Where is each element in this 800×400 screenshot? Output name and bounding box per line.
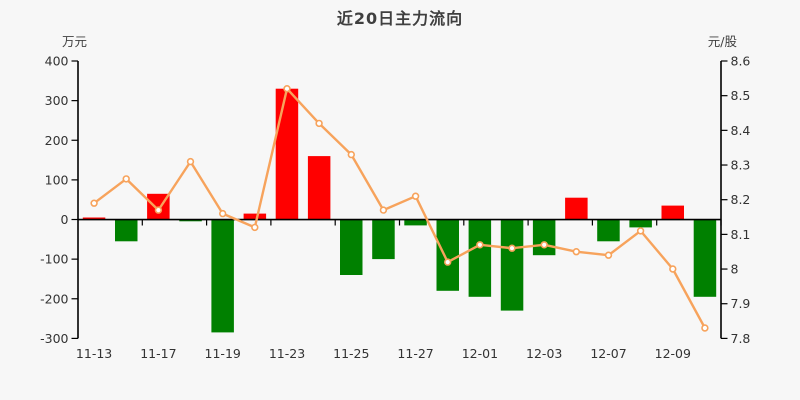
right-axis-tick-label: 8.1 xyxy=(731,227,751,242)
flow-bar[interactable] xyxy=(500,219,524,311)
right-axis-tick-label: 8.5 xyxy=(731,88,751,103)
price-point[interactable] xyxy=(540,241,548,249)
flow-bar[interactable] xyxy=(211,219,234,333)
price-point[interactable] xyxy=(219,209,227,218)
x-axis-date-label: 11-17 xyxy=(140,346,176,361)
flow-bar[interactable] xyxy=(565,197,588,220)
price-point[interactable] xyxy=(669,265,677,273)
flow-bar[interactable] xyxy=(597,219,620,242)
left-axis-tick-label: 0 xyxy=(61,212,69,227)
price-point[interactable] xyxy=(186,157,195,166)
right-axis-tick-label: 7.8 xyxy=(731,331,751,346)
price-point[interactable] xyxy=(701,324,709,332)
flow-bar[interactable] xyxy=(532,219,556,256)
price-point[interactable] xyxy=(572,248,580,256)
right-axis-tick-label: 8.2 xyxy=(731,192,751,207)
flow-bar[interactable] xyxy=(629,219,652,228)
price-line xyxy=(92,87,707,330)
price-point[interactable] xyxy=(347,150,355,159)
x-axis-date-label: 11-23 xyxy=(269,346,305,361)
x-axis-date-label: 11-19 xyxy=(205,346,241,361)
flow-bar[interactable] xyxy=(275,88,299,220)
right-axis-tick-label: 8.4 xyxy=(731,123,751,138)
price-point[interactable] xyxy=(604,251,613,259)
price-point[interactable] xyxy=(154,206,163,214)
price-point[interactable] xyxy=(90,199,98,207)
flow-bar[interactable] xyxy=(404,219,427,226)
flow-bar[interactable] xyxy=(243,213,267,220)
right-axis-tick-label: 8 xyxy=(731,262,739,277)
x-axis-date-label: 12-09 xyxy=(655,346,691,361)
price-point[interactable] xyxy=(636,227,645,235)
price-point[interactable] xyxy=(508,244,516,252)
flow-bar[interactable] xyxy=(179,219,202,222)
left-axis-unit-label: 万元 xyxy=(62,34,88,49)
flow-bar[interactable] xyxy=(693,219,717,297)
left-axis-tick-label: 300 xyxy=(45,93,69,108)
x-axis-date-label: 11-13 xyxy=(76,346,112,361)
flow-bar[interactable] xyxy=(436,219,460,291)
flow-bar[interactable] xyxy=(468,219,492,297)
right-axis-tick-label: 8.3 xyxy=(731,158,751,173)
x-axis-date-label: 11-25 xyxy=(333,346,369,361)
left-axis-tick-label: -200 xyxy=(40,291,68,306)
price-point[interactable] xyxy=(411,192,420,200)
flow-bar[interactable] xyxy=(372,219,395,260)
price-point[interactable] xyxy=(379,206,388,214)
price-point[interactable] xyxy=(444,258,452,266)
flow-bar[interactable] xyxy=(661,205,685,220)
x-axis-date-label: 12-01 xyxy=(462,346,498,361)
price-point[interactable] xyxy=(283,84,291,93)
left-axis-tick-label: -100 xyxy=(40,252,68,267)
right-axis-unit-label: 元/股 xyxy=(707,34,737,49)
right-axis-tick-label: 8.6 xyxy=(731,54,751,69)
price-point[interactable] xyxy=(476,241,484,249)
chart-title: 近20日主力流向 xyxy=(336,9,464,28)
right-axis-tick-label: 7.9 xyxy=(731,296,751,311)
x-axis-date-label: 11-27 xyxy=(397,346,433,361)
price-point[interactable] xyxy=(122,175,130,183)
flow-bar[interactable] xyxy=(82,217,106,220)
x-axis-date-label: 12-03 xyxy=(526,346,562,361)
left-axis-tick-label: 400 xyxy=(45,54,69,69)
left-axis-tick-label: -300 xyxy=(40,331,68,346)
left-axis-tick-label: 100 xyxy=(45,172,69,187)
price-point[interactable] xyxy=(315,119,323,128)
flow-bar[interactable] xyxy=(307,156,331,220)
flow-bar[interactable] xyxy=(115,219,138,242)
flow-bar[interactable] xyxy=(340,219,363,276)
price-point[interactable] xyxy=(251,223,259,232)
left-axis-tick-label: 200 xyxy=(45,133,69,148)
x-axis-date-label: 12-07 xyxy=(590,346,626,361)
